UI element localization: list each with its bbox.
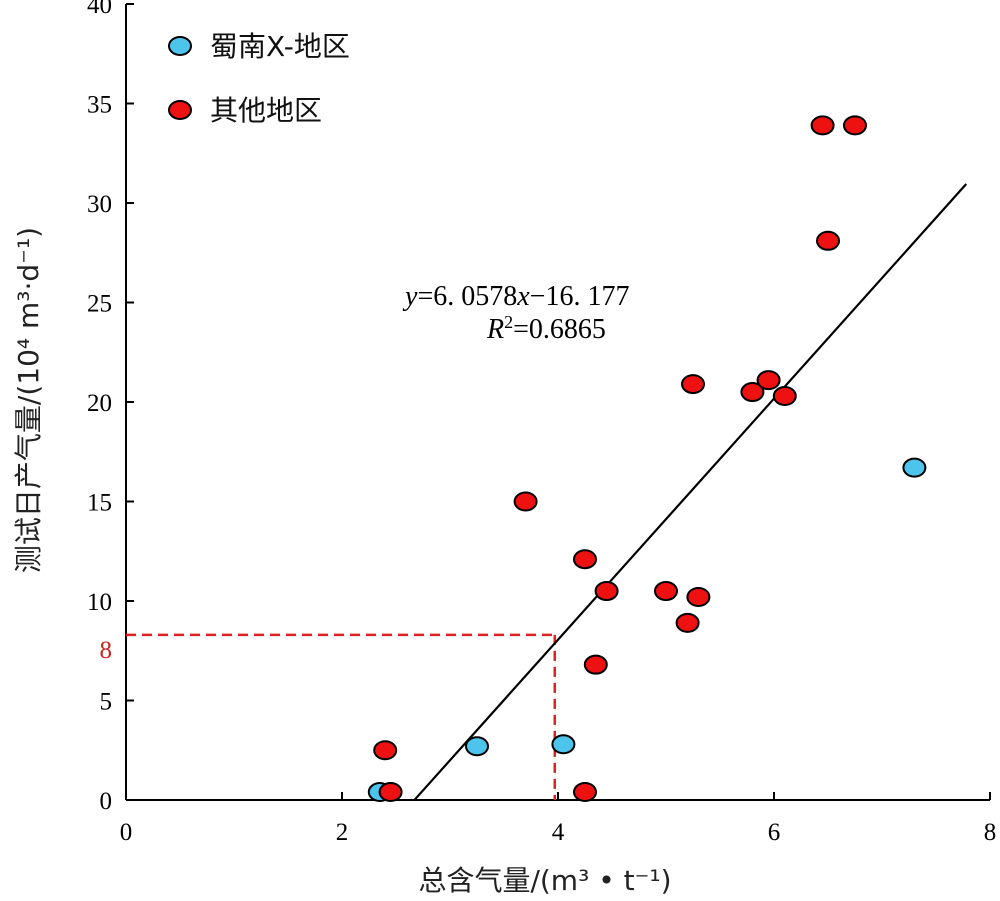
data-point-other [756,370,781,391]
data-point-shunan [465,736,489,757]
data-point-other [378,782,403,803]
data-point-other [573,782,597,803]
x-tick-label: 4 [552,819,565,846]
data-point-other [772,386,797,407]
legend-label: 蜀南X-地区 [210,30,350,63]
axes: 0 2 4 6 8 0 5 10 15 20 25 30 35 40 [87,0,996,846]
fit-r-squared: R2=0.6865 [486,312,606,345]
x-axis-label: 总含气量/(m³ • t⁻¹) [418,864,671,897]
x-tick-label: 0 [120,819,133,846]
y-tick-label: 15 [87,490,112,517]
data-point-shunan [551,734,576,755]
y-tick-label: 10 [87,589,112,616]
data-point-other [654,581,678,602]
y-axis-label: 测试日产气量/(10⁴ m³·d⁻¹) [12,227,45,573]
fit-line [413,183,968,801]
y-tick-label: 20 [87,390,112,417]
y-tick-label: 0 [100,788,113,815]
data-point-other [594,581,619,602]
data-point-shunan [902,457,927,478]
legend-label: 其他地区 [210,94,322,127]
x-tick-label: 2 [336,819,349,846]
data-point-other [675,612,700,633]
reference-value-label: 8 [100,637,113,664]
data-point-other [686,587,711,608]
data-points [367,115,927,803]
legend-marker [168,36,192,56]
x-tick-label: 8 [984,819,997,846]
data-point-other [740,382,765,403]
data-point-other [681,374,705,395]
data-point-other [513,491,538,512]
y-tick-label: 5 [100,689,113,716]
fit-equation: y=6. 0578x−16. 177 [402,281,629,312]
y-tick-label: 40 [87,0,112,19]
data-point-other [816,230,840,251]
y-tick-label: 25 [87,291,112,318]
y-tick-label: 30 [87,191,112,218]
data-point-other [583,654,608,675]
data-point-other [373,740,398,761]
legend-marker [168,100,192,120]
y-tick-label: 35 [87,92,112,119]
x-tick-label: 6 [768,819,781,846]
data-point-other [810,115,835,136]
fit-line-group [413,183,968,801]
reference-lines: 8 [100,633,557,800]
data-point-other [573,549,597,570]
data-point-other [843,115,867,136]
